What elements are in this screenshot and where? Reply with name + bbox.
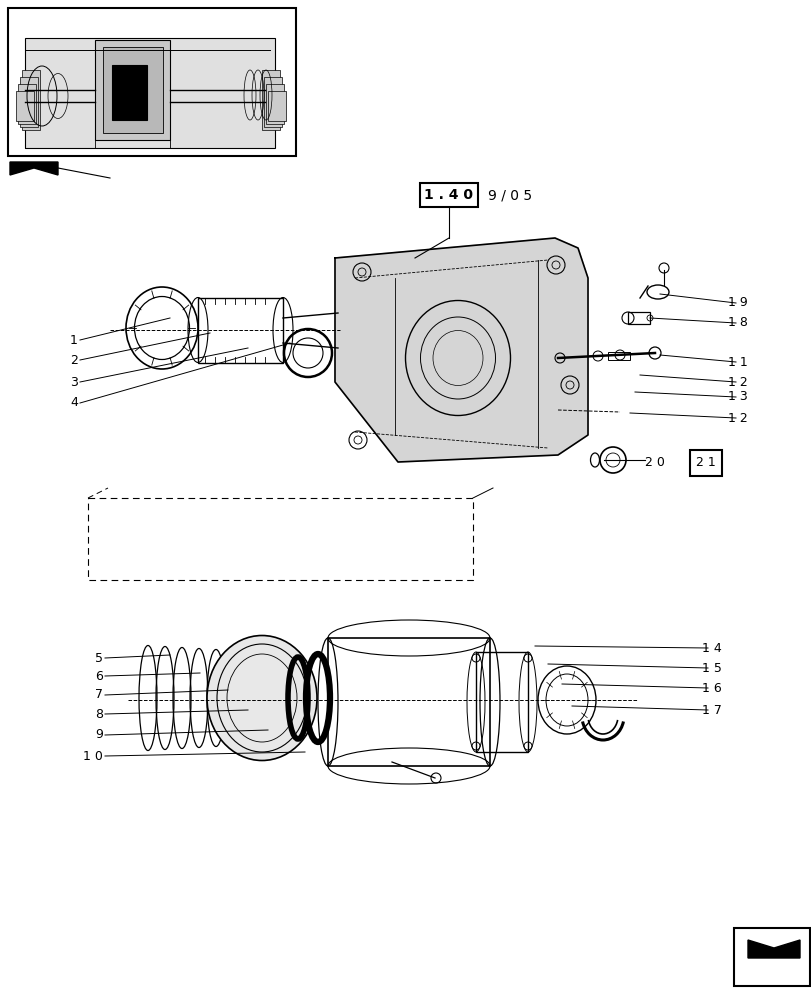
Bar <box>95 40 169 140</box>
Bar <box>25 38 275 148</box>
Text: 1 4: 1 4 <box>702 642 721 654</box>
Bar <box>264 77 281 127</box>
Text: 1 9: 1 9 <box>727 296 747 310</box>
Bar <box>627 312 649 324</box>
Bar <box>103 47 163 133</box>
Polygon shape <box>747 940 799 958</box>
Ellipse shape <box>207 636 316 760</box>
Bar <box>198 298 283 363</box>
Bar <box>419 183 478 207</box>
Text: 1 2: 1 2 <box>727 412 747 424</box>
Bar <box>268 91 285 121</box>
Text: 2 0: 2 0 <box>644 456 664 470</box>
Text: 1 2: 1 2 <box>727 375 747 388</box>
Text: 6: 6 <box>95 670 103 682</box>
Text: 1 . 4 0: 1 . 4 0 <box>424 188 473 202</box>
Text: 1 8: 1 8 <box>727 316 747 330</box>
Polygon shape <box>10 162 58 175</box>
Text: 1 5: 1 5 <box>702 662 721 674</box>
Text: 1: 1 <box>70 334 78 347</box>
Text: 2: 2 <box>70 354 78 366</box>
Bar <box>22 70 40 130</box>
Bar <box>112 65 147 120</box>
Text: 1 6: 1 6 <box>702 682 721 694</box>
Text: 2 1: 2 1 <box>695 456 715 470</box>
Bar <box>607 352 629 360</box>
Bar <box>16 91 34 121</box>
Text: 5: 5 <box>95 652 103 664</box>
Bar <box>266 84 284 124</box>
Text: 8: 8 <box>95 708 103 720</box>
Polygon shape <box>335 238 587 462</box>
Text: 1 3: 1 3 <box>727 390 747 403</box>
Text: 9: 9 <box>95 728 103 741</box>
Text: 7: 7 <box>95 688 103 702</box>
Bar <box>20 77 38 127</box>
Bar <box>689 450 721 476</box>
Bar <box>8 8 296 156</box>
Text: 1 7: 1 7 <box>702 704 721 716</box>
Bar <box>475 652 527 752</box>
Text: 1 0: 1 0 <box>83 750 103 762</box>
Bar <box>18 84 36 124</box>
Bar <box>262 70 280 130</box>
Text: 9 / 0 5: 9 / 0 5 <box>487 188 531 202</box>
Bar <box>328 638 489 766</box>
Text: 1 1: 1 1 <box>727 356 747 368</box>
Text: 4: 4 <box>70 396 78 410</box>
Text: 3: 3 <box>70 375 78 388</box>
Bar <box>733 928 809 986</box>
